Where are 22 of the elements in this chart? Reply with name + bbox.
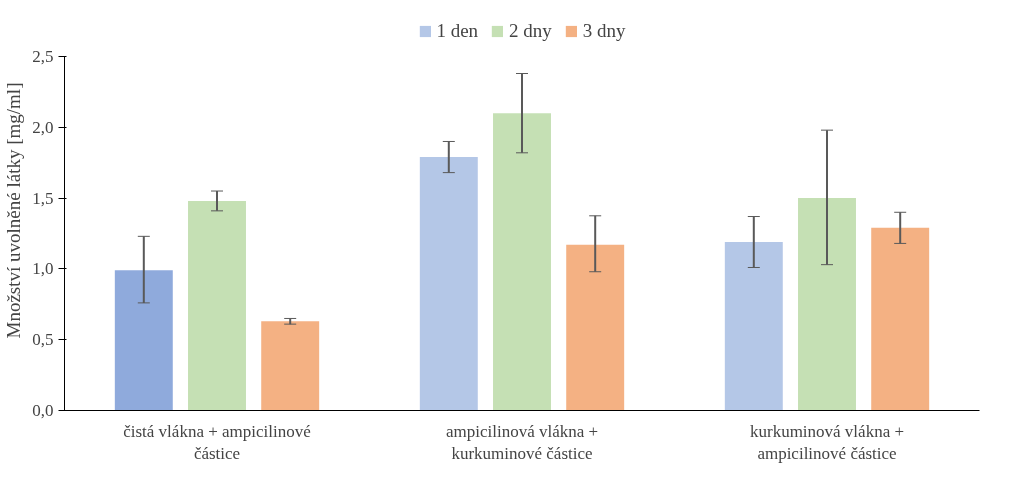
bar <box>871 227 930 411</box>
legend-label: 3 dny <box>582 20 626 42</box>
bar <box>114 270 173 411</box>
y-tick-label: 2,5 <box>32 47 54 67</box>
x-tick-label: kurkuminová vlákna + ampicilinové částice <box>749 421 905 464</box>
y-tick-label: 2,0 <box>32 117 54 137</box>
bar <box>493 113 551 411</box>
x-tick-label: ampicilinová vlákna + kurkuminové částice <box>445 421 599 464</box>
y-tick-label: 0,5 <box>32 330 54 350</box>
bar <box>724 242 783 411</box>
bar <box>566 244 625 411</box>
y-tick-label: 1,5 <box>32 188 54 208</box>
y-axis-title: Množství uvolněné látky [mg/ml] <box>3 82 25 339</box>
y-tick-label: 0,0 <box>32 401 54 420</box>
y-tick-label: 1,0 <box>32 259 54 279</box>
bar <box>261 321 320 411</box>
bar <box>798 198 856 411</box>
x-tick-label: čistá vlákna + ampicilinové částice <box>123 421 311 464</box>
legend-label: 2 dny <box>509 20 552 42</box>
bar <box>419 157 478 411</box>
legend-label: 1 den <box>436 20 479 42</box>
bar <box>188 200 246 411</box>
